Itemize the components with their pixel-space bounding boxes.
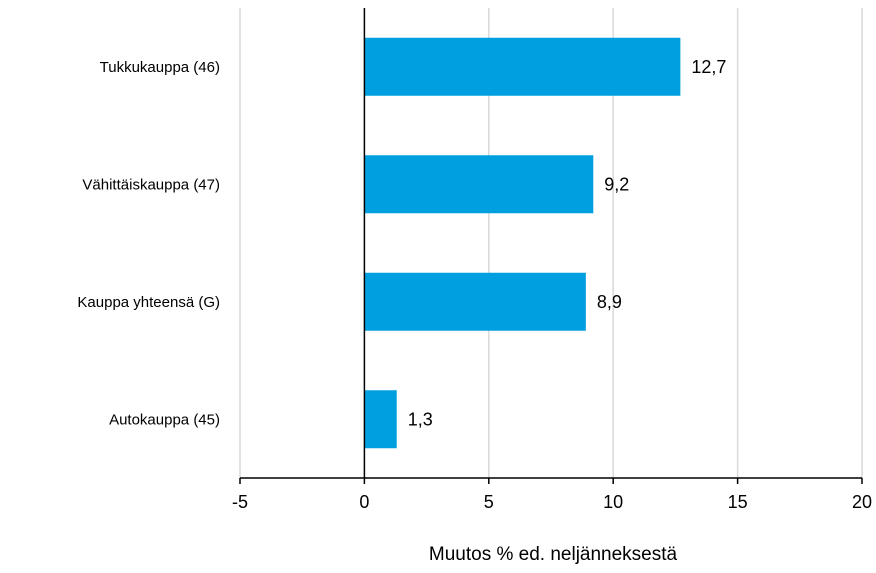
labels: 12,7 Tukkukauppa (46) 9,2 Vähittäiskauppa (… (77, 57, 872, 512)
value-label-1: 9,2 (604, 174, 629, 194)
value-label-3: 1,3 (408, 409, 433, 429)
x-tick-label-2: 5 (484, 492, 494, 512)
value-label-2: 8,9 (597, 292, 622, 312)
x-tick-label-0: -5 (232, 492, 248, 512)
category-label-3: Autokauppa (45) (109, 411, 220, 428)
x-tick-label-4: 15 (728, 492, 748, 512)
x-tick-label-5: 20 (852, 492, 872, 512)
value-label-0: 12,7 (691, 57, 726, 77)
bar-0 (364, 37, 681, 96)
axes (239, 8, 863, 484)
bars (364, 37, 681, 449)
bar-3 (364, 390, 397, 449)
x-axis-title: Muutos % ed. neljänneksestä (429, 544, 678, 565)
bar-1 (364, 155, 594, 214)
x-tick-label-1: 0 (359, 492, 369, 512)
x-tick-label-3: 10 (603, 492, 623, 512)
category-label-1: Vähittäiskauppa (47) (82, 176, 220, 193)
bar-2 (364, 272, 586, 331)
category-label-0: Tukkukauppa (46) (100, 59, 220, 76)
category-label-2: Kauppa yhteensä (G) (77, 294, 220, 311)
